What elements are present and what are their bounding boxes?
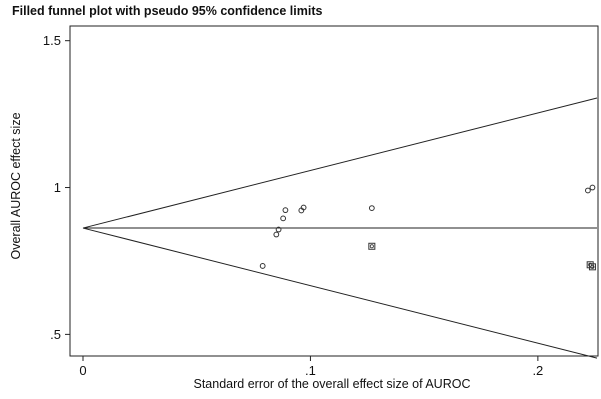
study-point-9 <box>589 184 596 191</box>
chart-title: Filled funnel plot with pseudo 95% confi… <box>12 4 323 18</box>
study-point-3 <box>280 215 287 222</box>
y-tick-label-1: 1 <box>54 180 61 195</box>
y-tick-label-0: .5 <box>50 327 61 342</box>
study-point-6 <box>300 204 307 211</box>
imputed-point-inner <box>369 244 374 249</box>
x-axis-label: Standard error of the overall effect siz… <box>194 377 471 391</box>
y-axis-label: Overall AUROC effect size <box>9 112 23 259</box>
study-point-4 <box>282 207 289 214</box>
funnel-lines <box>82 97 598 359</box>
x-tick-label-2: .2 <box>532 363 543 378</box>
imputed-point-0 <box>368 242 376 250</box>
x-tick-label-1: .1 <box>305 363 316 378</box>
study-point-0 <box>259 263 266 269</box>
study-point-2 <box>275 226 282 233</box>
study-point-1 <box>273 231 280 238</box>
axes: .5 1 1.5 0 .1 .2 <box>43 33 543 378</box>
imputed-point-square <box>586 261 594 269</box>
y-tick-label-2: 1.5 <box>43 33 61 48</box>
imputed-point-2 <box>588 263 596 271</box>
study-point-7 <box>368 205 375 211</box>
upper-confidence-limit <box>82 97 598 229</box>
study-point-8 <box>585 187 591 194</box>
imputed-point-inner <box>588 262 593 267</box>
imputed-point-square <box>368 242 376 250</box>
data-points <box>259 184 596 271</box>
plot-border <box>69 25 599 357</box>
imputed-point-1 <box>586 261 594 269</box>
x-tick-label-0: 0 <box>79 363 86 378</box>
imputed-point-square <box>588 263 596 271</box>
lower-confidence-limit <box>82 227 598 359</box>
plot-frame <box>69 25 599 357</box>
imputed-point-inner <box>590 264 595 269</box>
